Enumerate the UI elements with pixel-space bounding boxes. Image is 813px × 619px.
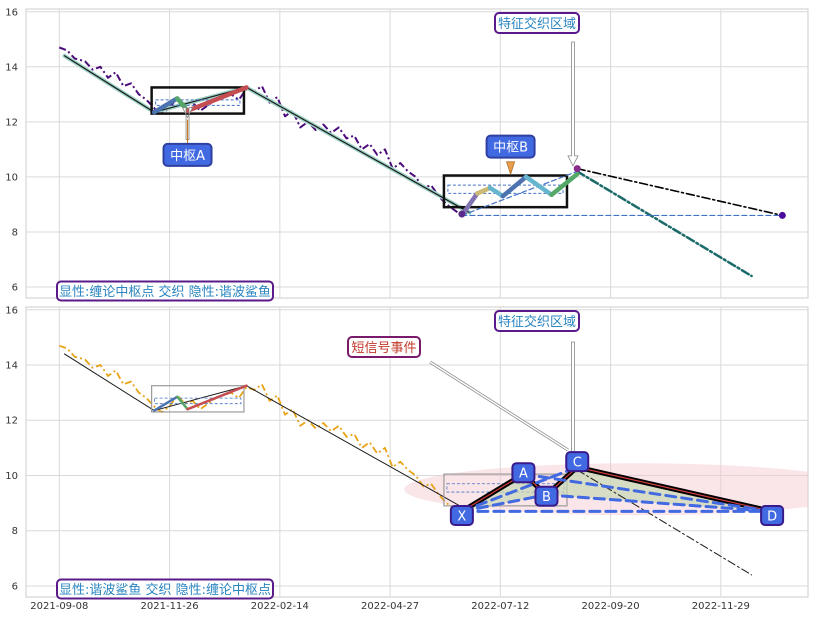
bottom-ytick-5: 16 (5, 305, 18, 316)
feature-label-bottom-text: 特征交织区域 (498, 314, 576, 330)
harmonic-point-C-box (565, 451, 590, 473)
legend-top-box (56, 280, 274, 302)
bottom-ytick-4: 14 (5, 361, 18, 372)
top-ytick-4: 14 (5, 62, 18, 73)
faded-pivot-stroke-0 (152, 395, 179, 412)
signal-event-label: 短信号事件 (347, 336, 421, 358)
pivot-a-label: 中枢A (162, 142, 213, 167)
x-tick-label-5: 2022-09-20 (582, 601, 640, 612)
feature-label-bottom-box (494, 310, 580, 332)
harmonic-point-D-text: D (767, 510, 777, 525)
pivot-stroke-2 (185, 85, 249, 114)
x-tick-label-0: 2021-09-08 (30, 601, 88, 612)
harmonic-point-C-text: C (573, 456, 582, 471)
harmonic-point-A: A (511, 462, 536, 484)
x-tick-label-4: 2022-07-12 (471, 601, 529, 612)
legend-bottom: 显性:谐波鲨鱼 交织 隐性:缠论中枢点 (56, 578, 274, 600)
feature-label-top-text: 特征交织区域 (498, 16, 576, 32)
pivot-b-label-box (485, 134, 536, 159)
legend-top-text: 显性:缠论中枢点 交织 隐性:谐波鲨鱼 (59, 284, 271, 300)
signal-arrow-inner (429, 361, 569, 451)
pivot-a-label-box (162, 142, 213, 167)
signal-event-label-box (347, 336, 421, 358)
legend-bottom-box (56, 578, 274, 600)
harmonic-leg-inner-3 (576, 466, 773, 512)
legend-top: 显性:缠论中枢点 交织 隐性:谐波鲨鱼 (56, 280, 274, 302)
x-tick-label-2: 2022-02-14 (251, 601, 309, 612)
faded-pivot-stroke-2 (186, 384, 248, 411)
pivot-a-label-text: 中枢A (170, 149, 205, 164)
price-series-line (58, 46, 463, 217)
harmonic-point-A-text: A (519, 467, 528, 482)
marker-1 (573, 165, 581, 173)
faded-trend-2 (245, 385, 471, 512)
top-ytick-3: 12 (5, 117, 18, 128)
x-tick-label-1: 2021-11-26 (141, 601, 199, 612)
bottom-ytick-2: 10 (5, 471, 18, 482)
pivot-stroke-8 (549, 171, 580, 198)
price-series-line-faded (59, 344, 463, 515)
projection-line-0 (576, 167, 784, 217)
top-ytick-1: 8 (12, 227, 18, 238)
harmonic-dashed-2 (521, 472, 774, 513)
harmonic-point-D-box (760, 505, 785, 527)
pivot-stroke-7 (523, 174, 554, 198)
top-plot-frame (25, 8, 809, 299)
bottom-ytick-3: 12 (5, 416, 18, 427)
harmonic-point-X-box (449, 505, 474, 527)
harmonic-point-X-text: X (457, 510, 466, 525)
bottom-ytick-1: 8 (12, 526, 18, 537)
signal-event-label-text: 短信号事件 (351, 341, 416, 356)
harmonic-point-A-box (511, 462, 536, 484)
bottom-ytick-0: 6 (12, 581, 18, 592)
faded-pivot-stroke-1 (176, 395, 189, 411)
marker-2 (778, 211, 786, 219)
harmonic-dashed-4 (544, 493, 774, 513)
harmonic-point-D: D (760, 505, 785, 527)
pivot-box-1 (442, 174, 569, 209)
trend-segment-0 (63, 55, 155, 113)
feature-label-top: 特征交织区域 (494, 12, 580, 34)
top-ytick-2: 10 (5, 172, 18, 183)
faded-box-0 (151, 385, 245, 413)
pivot-stroke-0 (151, 96, 180, 115)
top-ytick-5: 16 (5, 7, 18, 18)
pivot-stroke-4 (475, 185, 493, 196)
projection-line-1 (575, 170, 753, 278)
pivot-b-label: 中枢B (485, 134, 536, 159)
legend-bottom-text: 显性:谐波鲨鱼 交织 隐性:缠论中枢点 (59, 582, 271, 598)
harmonic-point-B: B (534, 485, 559, 507)
marker-0 (458, 210, 466, 218)
projection-line-3 (461, 170, 578, 217)
harmonic-point-B-text: B (542, 490, 551, 505)
feature-arrow-top (567, 41, 579, 167)
top-ytick-0: 6 (12, 282, 18, 293)
pivot-stroke-5 (487, 185, 506, 199)
pivot-stroke-6 (500, 174, 529, 199)
x-tick-label-6: 2022-11-29 (692, 601, 750, 612)
harmonic-point-B-box (534, 485, 559, 507)
trend-segment-2 (245, 86, 471, 214)
harmonic-point-C: C (565, 451, 590, 473)
harmonic-point-X: X (449, 505, 474, 527)
faded-inner-box-0 (154, 397, 242, 405)
faded-trend-0 (63, 353, 155, 412)
harmonic-dashed-0 (460, 465, 579, 513)
pivot-b-label-text: 中枢B (493, 141, 528, 156)
pivot-b-arrow (506, 161, 516, 176)
harmonic-dashed-3 (460, 493, 548, 513)
feature-label-top-box (494, 12, 580, 34)
x-axis: 2021-09-08 2021-11-26 2022-02-14 2022-04-27… (30, 601, 750, 612)
x-tick-label-3: 2022-04-27 (361, 601, 419, 612)
pivot-box-0 (150, 86, 246, 115)
feature-label-bottom: 特征交织区域 (494, 310, 580, 332)
